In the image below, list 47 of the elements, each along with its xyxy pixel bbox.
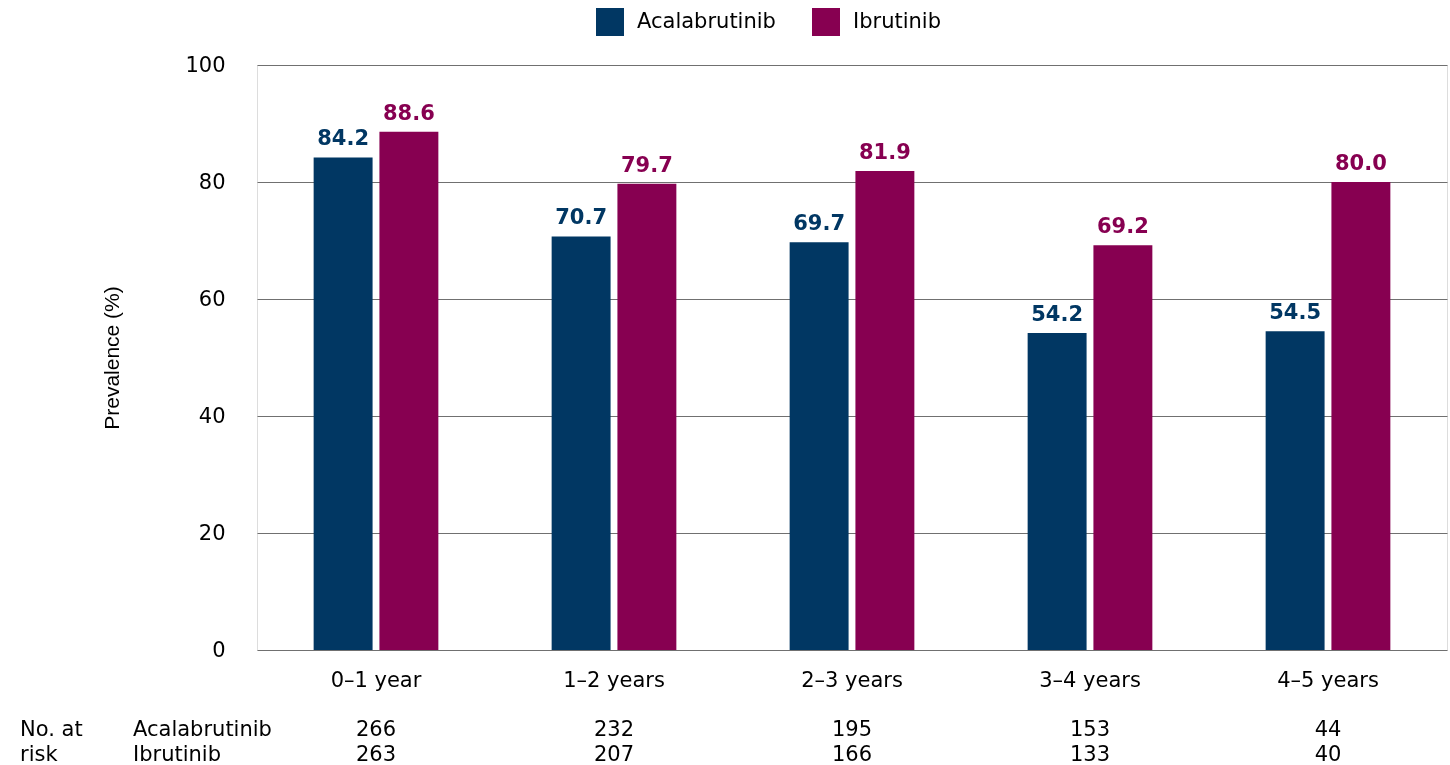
data-label: 79.7	[620, 152, 673, 177]
bar	[617, 183, 677, 650]
data-label: 54.5	[1269, 300, 1322, 325]
bar	[1331, 182, 1391, 650]
y-tick-label: 100	[185, 52, 226, 77]
x-tick-label: 4–5 years	[1277, 667, 1379, 692]
text: 207	[593, 742, 635, 765]
y-tick-label: 40	[198, 403, 226, 428]
legend-label: Ibrutinib	[853, 9, 942, 33]
text: 266	[355, 717, 397, 741]
y-tick-label: 20	[198, 520, 226, 545]
bar	[1093, 245, 1153, 650]
bar	[1265, 331, 1325, 650]
bar	[789, 242, 849, 650]
text: 195	[831, 717, 873, 741]
text: Acalabrutinib	[133, 717, 272, 741]
data-label: 69.7	[793, 211, 846, 236]
x-tick-label: 2–3 years	[801, 667, 903, 692]
text: 232	[593, 717, 635, 741]
y-tick-label: 80	[198, 169, 226, 194]
text: Ibrutinib	[133, 742, 222, 765]
data-label: 80.0	[1334, 151, 1387, 175]
legend-label: Acalabrutinib	[637, 9, 776, 33]
y-tick-label: 0	[212, 637, 226, 662]
data-label: 54.2	[1031, 301, 1084, 326]
data-label: 88.6	[382, 100, 435, 125]
x-tick-label: 0–1 year	[330, 667, 422, 692]
text: 153	[1069, 717, 1111, 741]
data-label: 69.2	[1096, 214, 1149, 239]
x-tick-label: 3–4 years	[1039, 667, 1141, 692]
text: 40	[1314, 742, 1342, 765]
bar	[313, 157, 373, 650]
data-label: 70.7	[555, 205, 608, 230]
text: 166	[831, 742, 873, 765]
bar	[855, 170, 915, 650]
text: 44	[1314, 717, 1342, 741]
bar	[551, 236, 611, 650]
bar	[379, 131, 439, 650]
data-label: 81.9	[858, 139, 911, 164]
bar	[1027, 332, 1087, 650]
text: No. at risk	[20, 717, 83, 765]
data-label: 84.2	[317, 126, 370, 151]
text: 133	[1069, 742, 1111, 765]
y-tick-label: 60	[198, 286, 226, 311]
y-axis-title: Prevalence (%)	[100, 286, 124, 430]
text: 263	[355, 742, 397, 765]
x-tick-label: 1–2 years	[563, 667, 665, 692]
